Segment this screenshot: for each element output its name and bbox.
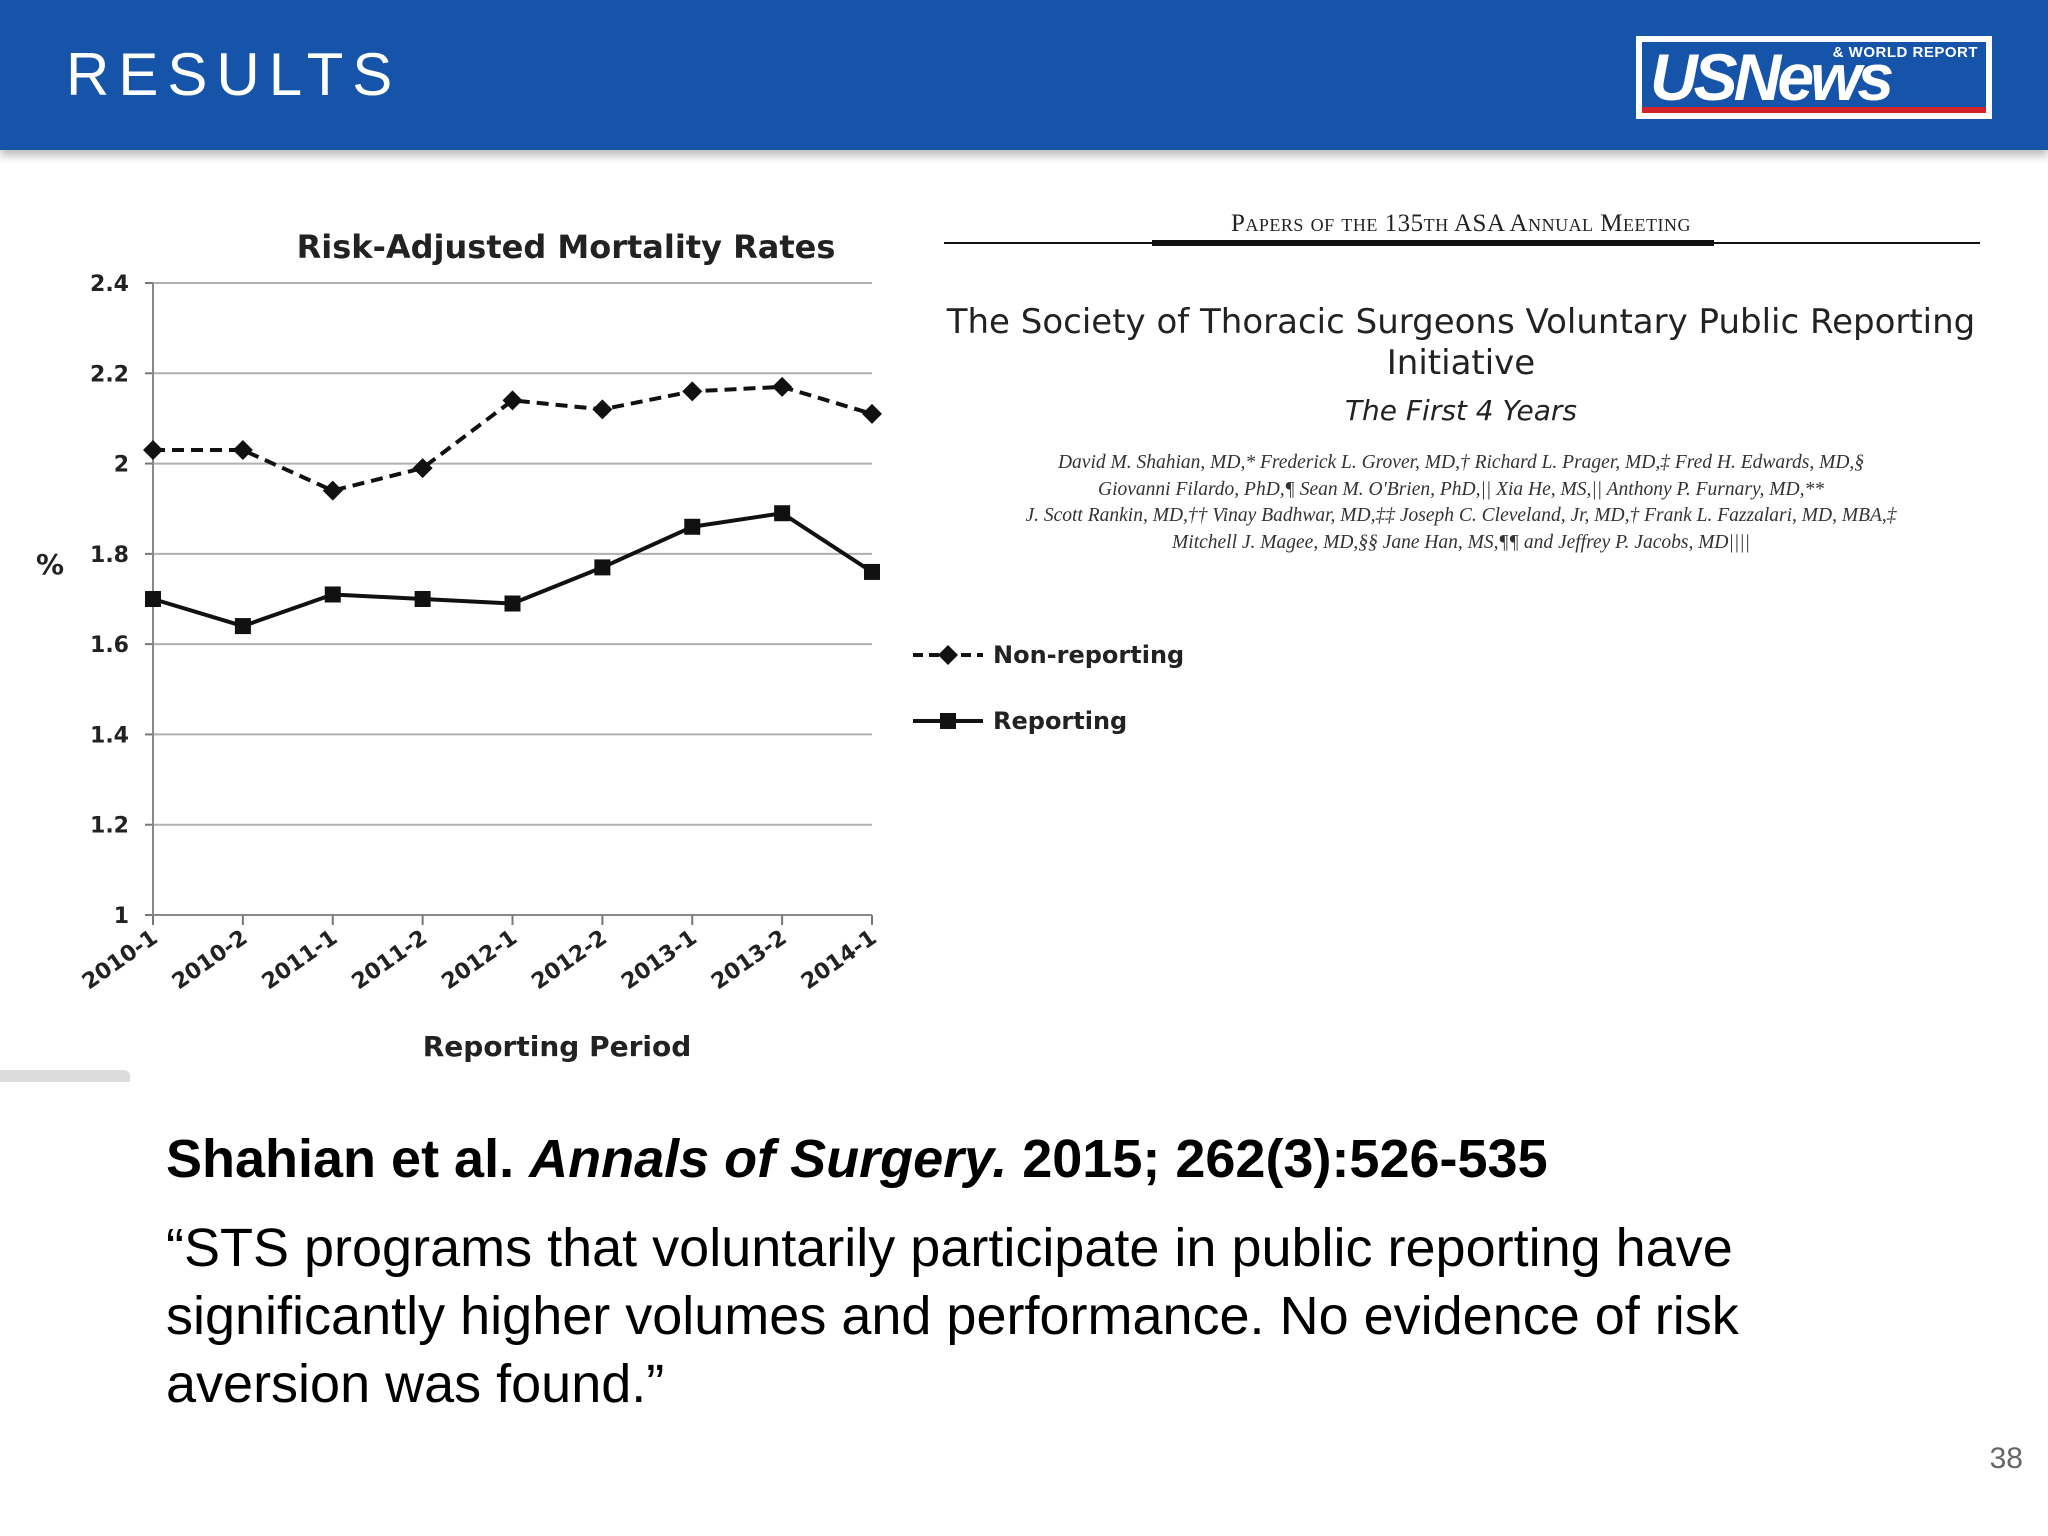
author-line: Giovanni Filardo, PhD,¶ Sean M. O'Brien,… [1098,478,1824,500]
paper-title-page: Papers of the 135th ASA Annual Meeting T… [940,180,1982,580]
slide-header: RESULTS USNews & WORLD REPORT [0,0,2048,150]
paper-meeting-header: Papers of the 135th ASA Annual Meeting [1230,210,1692,237]
x-tick-label: 2010-1 [78,925,163,995]
slide-title: RESULTS [66,41,402,108]
paper-title: The Society of Thoracic Surgeons Volunta… [946,302,1976,383]
paper-subtitle: The First 4 Years [1344,394,1578,427]
legend-item-reporting: Reporting [913,707,1127,735]
legend-marker-square [940,713,956,729]
data-point-square [504,595,521,612]
y-tick-label: 1.6 [90,633,129,658]
paper-rule-accent [1152,240,1714,246]
data-point-square [864,563,880,580]
mortality-chart: Risk-Adjusted Mortality Rates 2.4 2.2 2 1.8… [36,228,1184,1063]
y-tick-label: 2 [114,453,129,478]
y-tick-labels: 2.4 2.2 2 1.8 1.6 1.4 1.2 1 [90,272,129,929]
series-line [153,384,873,493]
chart-title: Risk-Adjusted Mortality Rates [297,228,836,266]
citation: Shahian et al. Annals of Surgery. 2015; … [166,1128,1548,1190]
y-tick-label: 2.4 [90,272,129,297]
y-axis-label: % [36,548,64,581]
citation-authors: Shahian et al. [166,1129,515,1189]
author-line: David M. Shahian, MD,* Frederick L. Grov… [1057,452,1865,473]
logo-panel: USNews & WORLD REPORT [1642,42,1986,113]
conclusion-quote: “STS programs that voluntarily participa… [166,1218,1739,1414]
paper-authors: David M. Shahian, MD,* Frederick L. Grov… [940,450,1982,556]
author-line: J. Scott Rankin, MD,†† Vinay Badhwar, MD… [1025,505,1897,526]
x-tick-label: 2011-2 [348,925,433,995]
decorative-bar [0,1070,130,1082]
data-point-diamond [502,390,523,411]
y-tick-label: 2.2 [90,362,129,387]
y-tick-label: 1 [114,904,129,929]
page-number: 38 [1989,1442,2023,1475]
data-point-diamond [682,381,703,402]
data-point-square [684,518,701,535]
legend-item-non-reporting: Non-reporting [913,641,1184,669]
author-line: Mitchell J. Magee, MD,§§ Jane Han, MS,¶¶… [1172,531,1750,553]
legend-label-reporting: Reporting [993,707,1127,735]
data-point-square [234,618,251,635]
x-tick-label: 2013-1 [617,925,702,995]
data-point-square [774,505,791,522]
x-axis-label: Reporting Period [423,1030,692,1063]
data-point-square [414,591,431,607]
citation-details: 2015; 262(3):526-535 [1022,1129,1548,1189]
data-point-diamond [143,440,163,461]
y-tick-label: 1.8 [90,543,129,568]
y-tick-label: 1.2 [90,814,129,839]
x-tick-label: 2011-1 [258,925,343,995]
y-tick-label: 1.4 [90,723,129,748]
x-tick-label: 2013-2 [707,925,792,995]
data-point-diamond [232,440,253,461]
series-reporting [145,505,880,635]
x-tick-label: 2012-1 [437,925,522,995]
data-point-diamond [322,480,343,501]
us-news-logo: USNews & WORLD REPORT [1636,36,1992,119]
citation-journal: Annals of Surgery. [529,1129,1008,1189]
data-point-square [145,591,161,607]
x-tick-label: 2014-1 [797,925,882,995]
series-non-reporting [143,376,882,501]
chart-gridlines [153,282,872,826]
x-tick-label: 2010-2 [168,925,253,995]
data-point-diamond [412,458,433,479]
legend-label-non-reporting: Non-reporting [993,641,1184,669]
data-point-diamond [772,376,793,397]
x-tick-labels: 2010-1 2010-2 2011-1 2011-2 2012-1 2012-2 2013… [78,925,882,995]
logo-wordmark: USNews [1650,40,1894,114]
chart-legend: Non-reporting Reporting [913,641,1184,735]
chart-series [143,376,882,635]
logo-tagline: & WORLD REPORT [1832,44,1978,61]
data-point-diamond [592,399,613,420]
x-tick-label: 2012-2 [527,925,612,995]
legend-marker-diamond [938,645,958,665]
data-point-diamond [862,403,882,424]
data-point-square [324,586,341,603]
data-point-square [594,559,611,576]
